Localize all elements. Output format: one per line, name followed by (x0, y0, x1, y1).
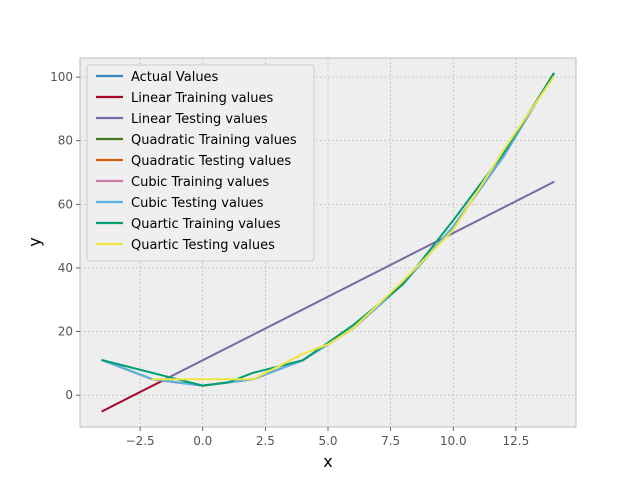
legend-label: Cubic Testing values (131, 196, 264, 211)
y-tick-label: 80 (58, 134, 73, 148)
x-tick-label: 10.0 (440, 434, 467, 448)
data-series (101, 72, 555, 413)
series-line-linear-testing-values (163, 180, 555, 381)
x-tick-label: −2.5 (126, 434, 155, 448)
x-tick-label: 12.5 (503, 434, 530, 448)
y-tick-label: 0 (65, 388, 73, 402)
legend-label: Quartic Testing values (131, 238, 275, 253)
x-tick-label: 0.0 (193, 434, 212, 448)
y-tick-label: 60 (58, 197, 73, 211)
series-line-quartic-training-values (101, 72, 555, 387)
series-line-linear-training-values (101, 377, 167, 413)
y-axis-label: y (25, 237, 44, 246)
x-tick-label: 2.5 (256, 434, 275, 448)
legend-label: Linear Training values (131, 91, 273, 106)
legend-label: Linear Testing values (131, 112, 268, 127)
legend-label: Actual Values (131, 70, 219, 85)
y-tick-label: 100 (50, 70, 73, 84)
legend: Actual Values Linear Training values Linea… (86, 64, 315, 262)
x-axis-label: x (323, 452, 332, 471)
x-tick-label: 7.5 (381, 434, 400, 448)
series-line-quartic-testing-values (151, 75, 555, 381)
legend-label: Quadratic Testing values (131, 154, 291, 169)
x-axis-ticks: −2.5 0.0 2.5 5.0 7.5 10.0 12.5 (126, 427, 530, 448)
legend-box (86, 64, 315, 262)
y-tick-label: 40 (58, 261, 73, 275)
legend-label: Cubic Training values (131, 175, 269, 190)
x-tick-label: 5.0 (318, 434, 337, 448)
y-axis-ticks: 0 20 40 60 80 100 (50, 70, 80, 402)
legend-label: Quartic Training values (131, 217, 281, 232)
y-tick-label: 20 (58, 325, 73, 339)
legend-label: Quadratic Training values (131, 133, 297, 148)
